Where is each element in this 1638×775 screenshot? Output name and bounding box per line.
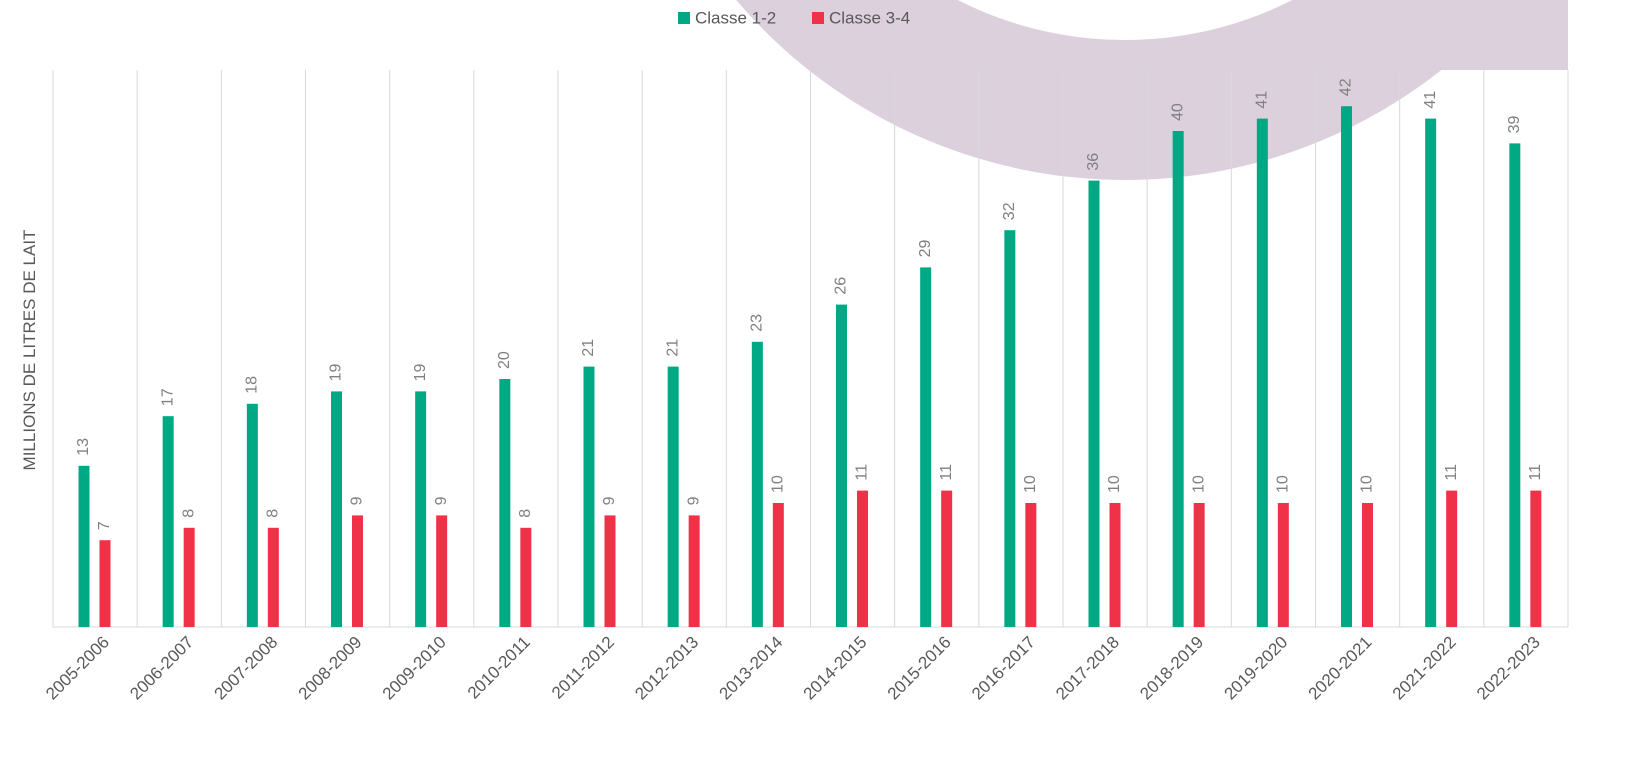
- value-label: 11: [1527, 464, 1544, 481]
- x-tick-label: 2015-2016: [884, 633, 955, 704]
- bar: [688, 515, 700, 627]
- y-axis-title: MILLIONS DE LITRES DE LAIT: [20, 230, 39, 471]
- value-label: 19: [328, 364, 345, 382]
- value-label: 11: [854, 464, 871, 481]
- bar: [941, 490, 953, 627]
- value-label: 10: [1106, 475, 1123, 493]
- bar: [499, 379, 511, 627]
- legend-swatch: [678, 12, 690, 24]
- bar: [267, 527, 279, 627]
- bar: [162, 416, 174, 627]
- legend-swatch: [812, 12, 824, 24]
- value-label: 10: [770, 475, 787, 493]
- bar: [436, 515, 448, 627]
- x-tick-label: 2012-2013: [631, 633, 702, 704]
- bar: [1277, 503, 1289, 627]
- value-label: 9: [433, 496, 450, 505]
- value-label: 18: [244, 376, 261, 394]
- bar: [583, 366, 595, 627]
- value-label: 29: [917, 240, 934, 258]
- bar: [1004, 230, 1016, 627]
- bar: [1088, 180, 1100, 627]
- x-tick-label: 2007-2008: [210, 633, 281, 704]
- value-label: 23: [749, 314, 766, 332]
- value-label: 21: [580, 339, 597, 357]
- legend-label: Classe 3-4: [829, 8, 910, 27]
- bar: [352, 515, 363, 627]
- legend-label: Classe 1-2: [695, 8, 776, 27]
- value-label: 32: [1001, 202, 1018, 220]
- bar: [246, 403, 258, 627]
- bar: [836, 304, 847, 627]
- bar: [78, 465, 90, 627]
- bar: [1425, 118, 1437, 627]
- x-tick-label: 2019-2020: [1220, 633, 1291, 704]
- x-tick-label: 2022-2023: [1473, 633, 1544, 704]
- bar: [604, 515, 616, 627]
- x-tick-label: 2008-2009: [295, 633, 366, 704]
- value-label: 10: [1275, 475, 1292, 493]
- x-tick-label: 2005-2006: [42, 633, 113, 704]
- bar: [1509, 143, 1521, 627]
- x-tick-label: 2016-2017: [968, 633, 1039, 704]
- value-label: 7: [96, 521, 113, 530]
- bar: [772, 503, 784, 627]
- bar: [1256, 118, 1268, 627]
- value-label: 42: [1338, 78, 1355, 96]
- bar: [183, 527, 195, 627]
- bar: [1530, 490, 1542, 627]
- x-tick-label: 2014-2015: [800, 633, 871, 704]
- value-label: 10: [1022, 475, 1039, 493]
- x-tick-label: 2011-2012: [548, 633, 618, 703]
- x-tick-label: 2020-2021: [1305, 633, 1376, 704]
- value-label: 11: [1443, 464, 1460, 481]
- value-label: 13: [75, 438, 92, 456]
- value-label: 9: [685, 496, 702, 505]
- bar: [1025, 503, 1037, 627]
- background-decoration: [736, 0, 1568, 180]
- value-label: 40: [1169, 103, 1186, 121]
- value-label: 8: [265, 509, 282, 518]
- value-label: 41: [1254, 91, 1271, 109]
- value-label: 8: [517, 509, 534, 518]
- bar: [415, 391, 427, 627]
- value-label: 9: [601, 496, 618, 505]
- value-label: 10: [1190, 475, 1207, 493]
- x-tick-label: 2009-2010: [379, 633, 450, 704]
- value-label: 8: [180, 509, 197, 518]
- bar: [1109, 503, 1121, 627]
- bar: [1446, 490, 1458, 627]
- bar: [1341, 106, 1352, 627]
- bar: [331, 391, 342, 627]
- value-label: 11: [938, 464, 955, 481]
- x-tick-label: 2006-2007: [126, 633, 197, 704]
- value-label: 9: [349, 496, 366, 505]
- value-label: 17: [159, 388, 176, 406]
- bar: [1193, 503, 1205, 627]
- x-tick-label: 2017-2018: [1052, 633, 1123, 704]
- value-label: 41: [1422, 91, 1439, 109]
- bar: [667, 366, 679, 627]
- bar: [1362, 503, 1373, 627]
- value-label: 36: [1085, 153, 1102, 171]
- bar: [99, 540, 111, 627]
- x-tick-label: 2013-2014: [715, 633, 786, 704]
- value-label: 26: [833, 277, 850, 295]
- value-label: 19: [412, 364, 429, 382]
- value-label: 21: [664, 339, 681, 357]
- value-label: 39: [1506, 116, 1523, 134]
- value-label: 20: [496, 351, 513, 369]
- x-tick-label: 2010-2011: [464, 633, 534, 703]
- value-label: 10: [1359, 475, 1376, 493]
- x-tick-label: 2018-2019: [1136, 633, 1207, 704]
- bar: [1172, 131, 1184, 627]
- bar: [857, 490, 868, 627]
- bar: [520, 527, 532, 627]
- bar: [751, 341, 763, 627]
- bar: [920, 267, 932, 627]
- x-tick-label: 2021-2022: [1389, 633, 1460, 704]
